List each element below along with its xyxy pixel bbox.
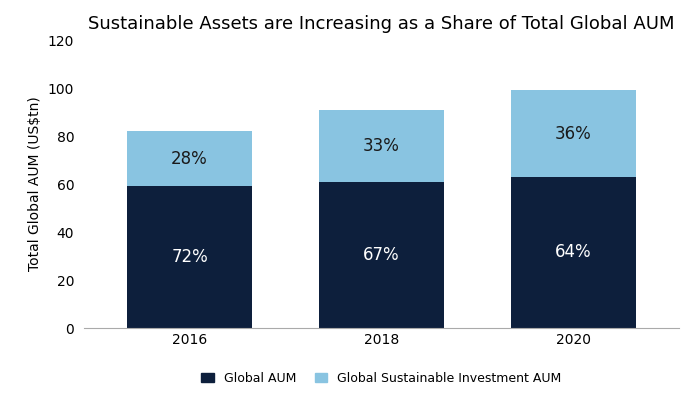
Bar: [127, 131, 252, 186]
Bar: [511, 177, 636, 328]
Text: 28%: 28%: [172, 150, 208, 168]
Bar: [319, 110, 444, 182]
Title: Sustainable Assets are Increasing as a Share of Total Global AUM: Sustainable Assets are Increasing as a S…: [88, 15, 675, 33]
Text: 64%: 64%: [555, 243, 592, 262]
Legend: Global AUM, Global Sustainable Investment AUM: Global AUM, Global Sustainable Investmen…: [202, 372, 561, 385]
Text: 67%: 67%: [363, 246, 400, 264]
Text: 36%: 36%: [555, 124, 592, 142]
Text: 72%: 72%: [172, 248, 208, 266]
Bar: [127, 186, 252, 328]
Text: 33%: 33%: [363, 136, 400, 154]
Y-axis label: Total Global AUM (US$tn): Total Global AUM (US$tn): [28, 97, 42, 271]
Bar: [319, 182, 444, 328]
Bar: [511, 90, 636, 177]
